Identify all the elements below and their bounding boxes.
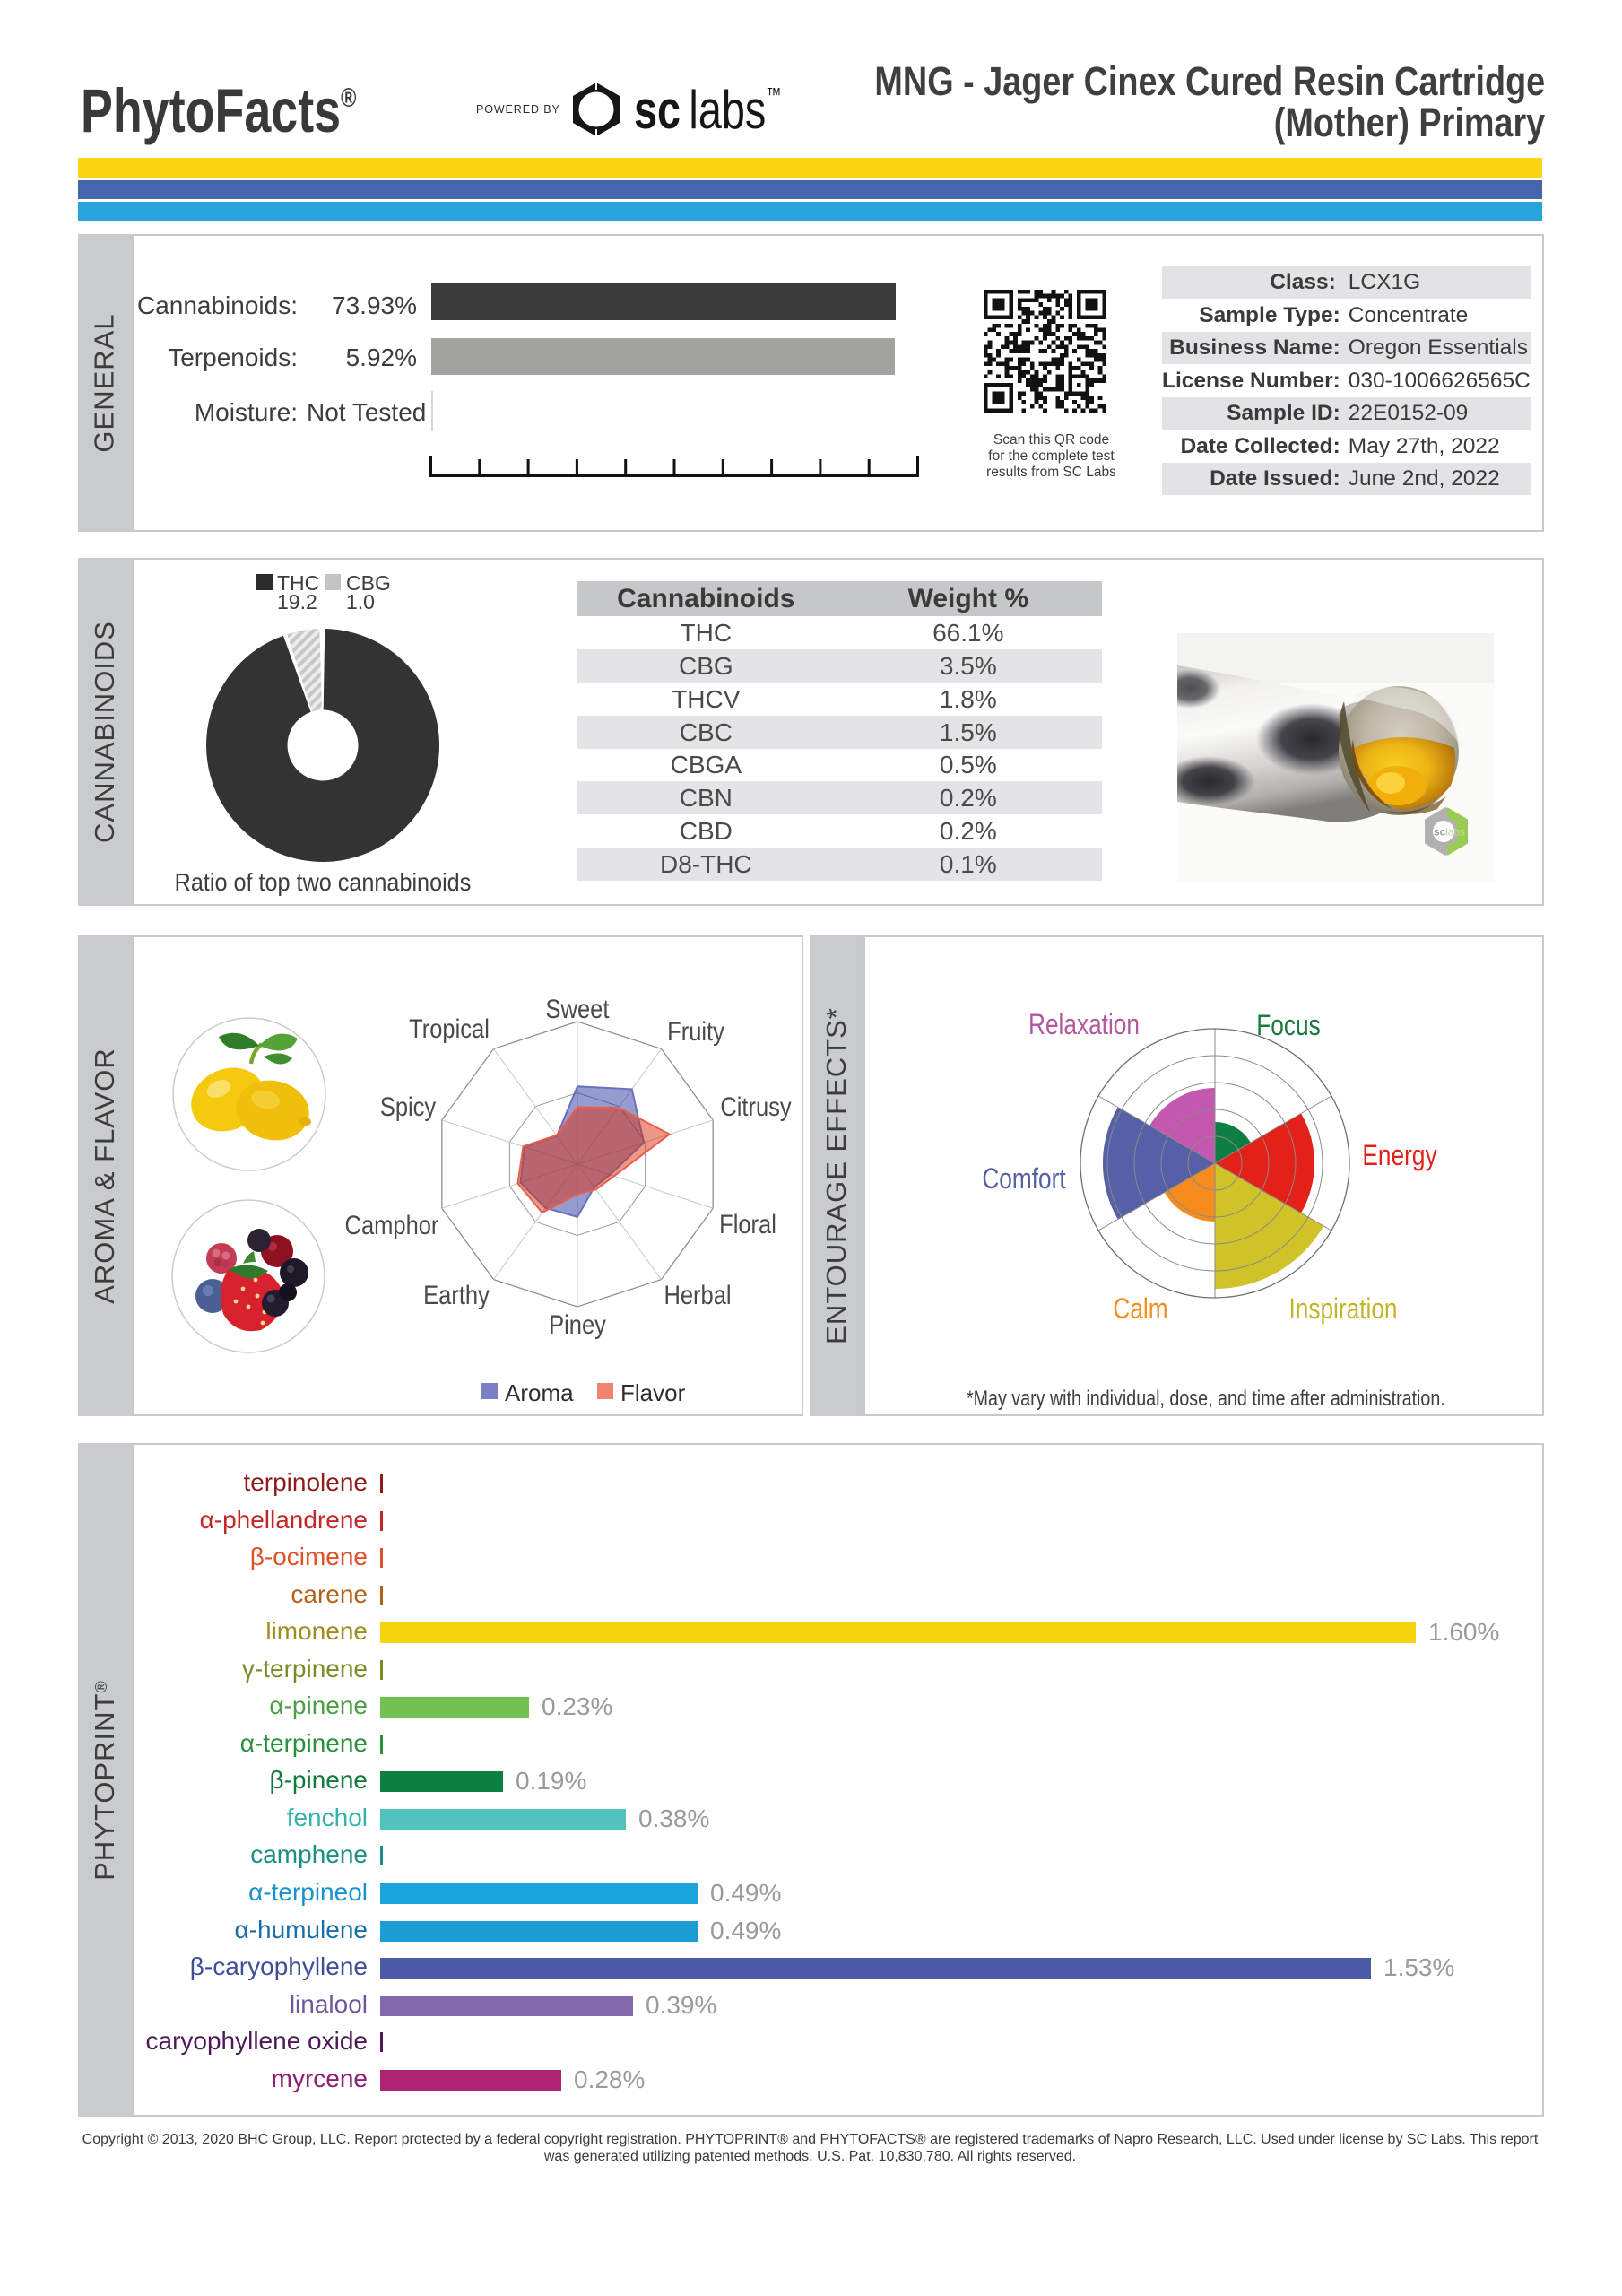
svg-text:sc: sc: [1434, 826, 1446, 839]
svg-text:labs: labs: [1445, 826, 1465, 839]
